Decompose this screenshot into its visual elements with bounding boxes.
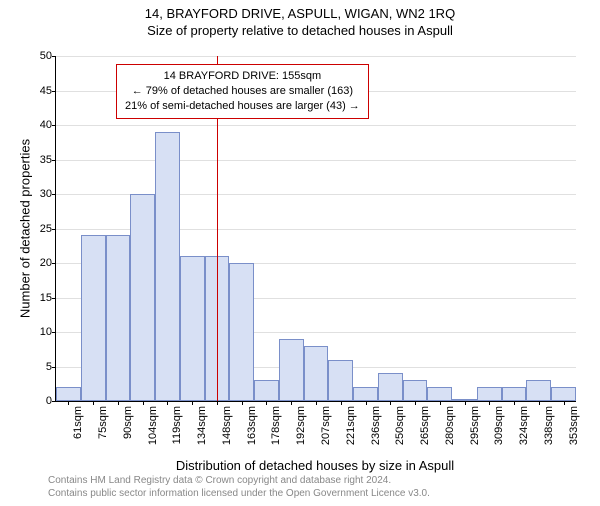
histogram-bar xyxy=(304,346,329,401)
xtick-label: 280sqm xyxy=(444,406,456,461)
ytick-mark xyxy=(52,56,56,57)
histogram-bar xyxy=(81,235,106,401)
xtick-label: 163sqm xyxy=(246,406,258,461)
ytick-label: 20 xyxy=(30,257,52,269)
xtick-mark xyxy=(291,401,292,405)
xtick-label: 192sqm xyxy=(295,406,307,461)
histogram-bar xyxy=(106,235,131,401)
ytick-label: 25 xyxy=(30,223,52,235)
ytick-mark xyxy=(52,263,56,264)
ytick-mark xyxy=(52,125,56,126)
histogram-bar xyxy=(551,387,576,401)
xtick-label: 207sqm xyxy=(320,406,332,461)
histogram-bar xyxy=(155,132,180,401)
footer-attribution: Contains HM Land Registry data © Crown c… xyxy=(48,474,430,500)
histogram-bar xyxy=(229,263,254,401)
y-axis-label: Number of detached properties xyxy=(18,129,33,329)
annotation-box: 14 BRAYFORD DRIVE: 155sqm← 79% of detach… xyxy=(116,64,369,119)
histogram-bar xyxy=(279,339,304,401)
ytick-label: 40 xyxy=(30,119,52,131)
xtick-label: 236sqm xyxy=(370,406,382,461)
xtick-mark xyxy=(242,401,243,405)
xtick-mark xyxy=(217,401,218,405)
xtick-mark xyxy=(489,401,490,405)
xtick-label: 324sqm xyxy=(518,406,530,461)
xtick-mark xyxy=(93,401,94,405)
ytick-mark xyxy=(52,91,56,92)
xtick-mark xyxy=(564,401,565,405)
xtick-label: 250sqm xyxy=(394,406,406,461)
xtick-mark xyxy=(143,401,144,405)
gridline xyxy=(56,160,576,161)
footer-line2: Contains public sector information licen… xyxy=(48,487,430,500)
ytick-mark xyxy=(52,401,56,402)
ytick-label: 35 xyxy=(30,154,52,166)
xtick-label: 353sqm xyxy=(568,406,580,461)
xtick-mark xyxy=(316,401,317,405)
ytick-mark xyxy=(52,194,56,195)
xtick-mark xyxy=(390,401,391,405)
xtick-mark xyxy=(514,401,515,405)
xtick-mark xyxy=(341,401,342,405)
ytick-mark xyxy=(52,298,56,299)
xtick-label: 90sqm xyxy=(122,406,134,461)
xtick-mark xyxy=(366,401,367,405)
ytick-label: 45 xyxy=(30,85,52,97)
footer-line1: Contains HM Land Registry data © Crown c… xyxy=(48,474,430,487)
xtick-mark xyxy=(68,401,69,405)
xtick-label: 178sqm xyxy=(270,406,282,461)
xtick-label: 309sqm xyxy=(493,406,505,461)
page-title: 14, BRAYFORD DRIVE, ASPULL, WIGAN, WN2 1… xyxy=(0,6,600,21)
histogram-bar xyxy=(130,194,155,401)
ytick-label: 30 xyxy=(30,188,52,200)
xtick-label: 221sqm xyxy=(345,406,357,461)
xtick-label: 61sqm xyxy=(72,406,84,461)
gridline xyxy=(56,56,576,57)
histogram-chart: 0510152025303540455061sqm75sqm90sqm104sq… xyxy=(55,56,575,401)
page-subtitle: Size of property relative to detached ho… xyxy=(0,23,600,38)
histogram-bar xyxy=(56,387,81,401)
histogram-bar xyxy=(526,380,551,401)
histogram-bar xyxy=(477,387,502,401)
ytick-mark xyxy=(52,367,56,368)
ytick-label: 10 xyxy=(30,326,52,338)
histogram-bar xyxy=(353,387,378,401)
ytick-label: 5 xyxy=(30,361,52,373)
annotation-line: 14 BRAYFORD DRIVE: 155sqm xyxy=(125,69,360,84)
xtick-mark xyxy=(167,401,168,405)
histogram-bar xyxy=(378,373,403,401)
gridline xyxy=(56,125,576,126)
annotation-line: 21% of semi-detached houses are larger (… xyxy=(125,99,360,114)
xtick-mark xyxy=(415,401,416,405)
xtick-mark xyxy=(266,401,267,405)
histogram-bar xyxy=(180,256,205,401)
ytick-label: 0 xyxy=(30,395,52,407)
x-axis-label: Distribution of detached houses by size … xyxy=(55,458,575,473)
xtick-mark xyxy=(192,401,193,405)
annotation-line: ← 79% of detached houses are smaller (16… xyxy=(125,84,360,99)
ytick-mark xyxy=(52,332,56,333)
histogram-bar xyxy=(502,387,527,401)
histogram-bar xyxy=(254,380,279,401)
xtick-label: 338sqm xyxy=(543,406,555,461)
ytick-mark xyxy=(52,160,56,161)
xtick-label: 295sqm xyxy=(469,406,481,461)
xtick-mark xyxy=(465,401,466,405)
ytick-mark xyxy=(52,229,56,230)
histogram-bar xyxy=(427,387,452,401)
xtick-label: 119sqm xyxy=(171,406,183,461)
xtick-label: 75sqm xyxy=(97,406,109,461)
xtick-label: 265sqm xyxy=(419,406,431,461)
histogram-bar xyxy=(328,360,353,401)
ytick-label: 15 xyxy=(30,292,52,304)
xtick-label: 134sqm xyxy=(196,406,208,461)
xtick-label: 148sqm xyxy=(221,406,233,461)
histogram-bar xyxy=(403,380,428,401)
xtick-label: 104sqm xyxy=(147,406,159,461)
xtick-mark xyxy=(539,401,540,405)
xtick-mark xyxy=(118,401,119,405)
ytick-label: 50 xyxy=(30,50,52,62)
xtick-mark xyxy=(440,401,441,405)
